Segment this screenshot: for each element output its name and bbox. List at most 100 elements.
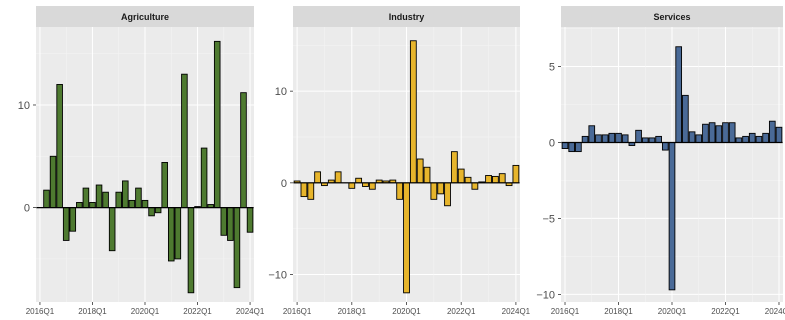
x-tick-label: 2022Q1	[183, 307, 212, 316]
bar	[581, 135, 589, 143]
facet-1: Agriculture 0 10 2016Q1 2018Q1 2020Q1 2022Q1 20…	[18, 6, 265, 316]
bar	[641, 137, 649, 143]
x-tick-label: 2020Q1	[131, 307, 160, 316]
y-tick-label: 0	[24, 203, 30, 215]
bar	[69, 207, 77, 232]
x-tick-label: 2016Q1	[26, 307, 55, 316]
bar	[423, 166, 431, 184]
bar	[233, 207, 241, 289]
bar	[135, 187, 142, 209]
bar	[708, 122, 716, 143]
bar	[755, 135, 763, 143]
bar	[655, 135, 662, 143]
bar	[675, 46, 683, 143]
bar	[43, 189, 50, 209]
bar	[355, 177, 363, 184]
bar	[148, 207, 155, 217]
bar	[688, 131, 696, 143]
bar	[187, 207, 195, 294]
bar	[748, 132, 756, 143]
bar	[471, 182, 479, 190]
bar	[621, 134, 629, 143]
bar	[307, 182, 315, 200]
y-tick-label: −10	[536, 289, 555, 301]
bar	[240, 92, 247, 209]
bar	[715, 125, 723, 143]
bar	[615, 132, 622, 143]
x-tick-label: 2022Q1	[711, 307, 740, 316]
x-tick-label: 2016Q1	[551, 307, 580, 316]
x-tick-label: 2018Q1	[338, 307, 367, 316]
bar	[314, 171, 322, 184]
x-tick-label: 2020Q1	[658, 307, 687, 316]
y-tick-label: −10	[268, 270, 287, 282]
x-tick-label: 2020Q1	[392, 307, 421, 316]
x-tick-label: 2018Q1	[604, 307, 633, 316]
bar	[122, 180, 129, 209]
facet-2: Industry −10 0 10 2016Q1 2018Q1 2020Q1 2022Q1 20…	[268, 6, 531, 316]
bar	[561, 142, 569, 149]
bar	[102, 191, 109, 209]
bars	[36, 40, 254, 294]
bar	[682, 94, 689, 143]
bar	[141, 199, 149, 209]
bar	[181, 73, 188, 209]
facet-title: Agriculture	[121, 12, 169, 22]
facet-title: Services	[653, 12, 690, 22]
bar	[735, 137, 743, 143]
y-tick-label: 5	[549, 62, 555, 74]
bar	[368, 182, 376, 190]
bar	[722, 122, 729, 143]
bar	[601, 134, 609, 143]
bar	[430, 182, 438, 200]
bar	[89, 202, 96, 209]
bar	[437, 182, 445, 195]
facet-title: Industry	[389, 12, 425, 22]
bar	[768, 120, 776, 143]
facet-3: Services −10 −5 0 5 2016Q1 2018Q1 2020Q1 2022Q1 2…	[536, 6, 785, 316]
bar	[575, 142, 582, 153]
bar	[154, 207, 162, 214]
bar	[702, 123, 709, 143]
bar	[728, 122, 736, 143]
bar	[348, 182, 356, 189]
bar	[82, 187, 90, 209]
x-tick-label: 2022Q1	[447, 307, 476, 316]
bar	[334, 171, 342, 184]
x-tick-label: 2024Q1	[765, 307, 785, 316]
bar	[588, 125, 596, 143]
bar	[95, 184, 103, 209]
y-tick-label: −5	[542, 213, 555, 225]
bar	[161, 161, 168, 209]
bar	[595, 134, 602, 143]
bar	[167, 207, 175, 262]
strip-background	[36, 6, 254, 27]
y-tick-label: 0	[281, 178, 287, 190]
strip-background	[293, 6, 520, 27]
bar	[246, 207, 254, 233]
bar	[227, 207, 234, 241]
y-tick-label: 10	[18, 100, 30, 112]
bar	[568, 142, 576, 153]
bar	[220, 207, 228, 236]
bar	[762, 132, 769, 143]
bar	[661, 142, 669, 151]
bar	[457, 168, 465, 184]
bar	[49, 155, 57, 209]
bar	[76, 202, 83, 209]
bar	[485, 175, 492, 184]
bar	[695, 134, 703, 143]
x-tick-label: 2024Q1	[502, 307, 531, 316]
bar	[635, 129, 642, 143]
bar	[512, 164, 520, 184]
bar	[174, 207, 182, 260]
bar	[498, 173, 506, 184]
bar	[62, 207, 70, 241]
bar	[403, 182, 410, 294]
bar	[213, 40, 221, 209]
bar	[115, 191, 123, 209]
bar	[464, 176, 472, 184]
bar	[409, 40, 417, 184]
bar	[56, 84, 63, 209]
x-tick-label: 2018Q1	[78, 307, 107, 316]
